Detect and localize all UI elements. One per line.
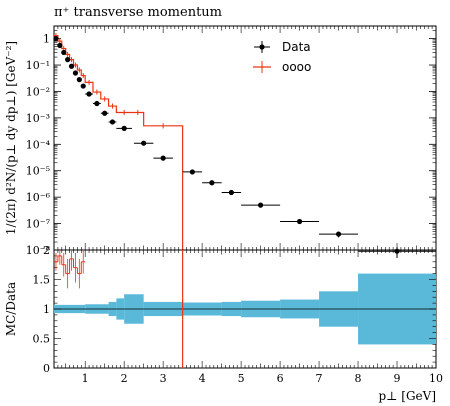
data-point [53,36,59,42]
y-tick-label: 10⁻¹ [26,59,50,72]
x-tick-label: 8 [355,372,362,385]
main-panel: 1 10⁻¹ 10⁻² 10⁻³ 10⁻⁴ 10⁻⁵ 10⁻⁶ 10⁻⁷ 10⁻⁸ [26,25,437,258]
data-point [189,169,195,175]
data-point [109,119,116,125]
data-point [160,155,166,161]
data-point [102,110,108,116]
ratio-panel: 1 2 3 4 5 6 7 8 9 10 0 0.5 1 1.5 2 [33,244,444,385]
data-point [57,42,63,49]
ratio-y-tick-label: 2 [43,244,50,257]
y-tick-label: 1 [43,33,50,46]
data-point [68,63,75,69]
data-point [121,125,127,131]
legend: Data oooo [253,40,311,74]
legend-mc-label: oooo [282,60,311,74]
data-point [209,180,215,186]
ratio-y-axis-label: MC/Data [4,282,18,336]
data-point [65,57,71,63]
data-point [86,91,92,97]
x-tick-label: 4 [199,372,206,385]
y-tick-label: 10⁻⁷ [26,218,51,231]
y-tick-label: 10⁻⁸ [26,244,51,257]
data-point [61,49,67,56]
ratio-y-tick-label: 0.5 [33,333,51,346]
data-point [72,70,79,76]
data-point [228,189,234,196]
data-point [257,202,264,208]
data-point [141,140,147,146]
y-tick-label: 10⁻⁶ [26,191,51,204]
x-tick-label: 5 [238,372,245,385]
x-axis-label: p⊥ [GeV] [379,389,437,403]
data-point [335,231,342,237]
y-tick-label: 10⁻⁴ [26,138,51,151]
y-tick-label: 10⁻² [26,85,50,98]
chart-title: π⁺ transverse momentum [54,5,222,20]
legend-data-marker [259,44,265,50]
y-tick-label: 10⁻⁵ [26,165,50,178]
y-axis-label: 1/(2π) d²N/(p⊥ dy dp⊥) [GeV⁻²] [4,41,18,235]
ratio-y-tick-label: 1 [43,303,50,316]
x-tick-label: 7 [316,372,323,385]
x-tick-label: 1 [82,372,89,385]
x-tick-label: 10 [429,372,443,385]
legend-data-label: Data [282,40,311,54]
data-point [296,218,303,225]
data-point [94,100,100,107]
main-frame [53,25,437,251]
data-point [80,83,86,89]
x-tick-label: 9 [394,372,401,385]
ratio-y-tick-label: 0 [43,362,50,375]
ratio-y-tick-label: 1.5 [33,274,51,287]
y-tick-label: 10⁻³ [26,112,50,125]
x-tick-label: 2 [121,372,128,385]
data-point [76,77,82,83]
x-tick-label: 3 [160,372,167,385]
x-tick-label: 6 [277,372,284,385]
